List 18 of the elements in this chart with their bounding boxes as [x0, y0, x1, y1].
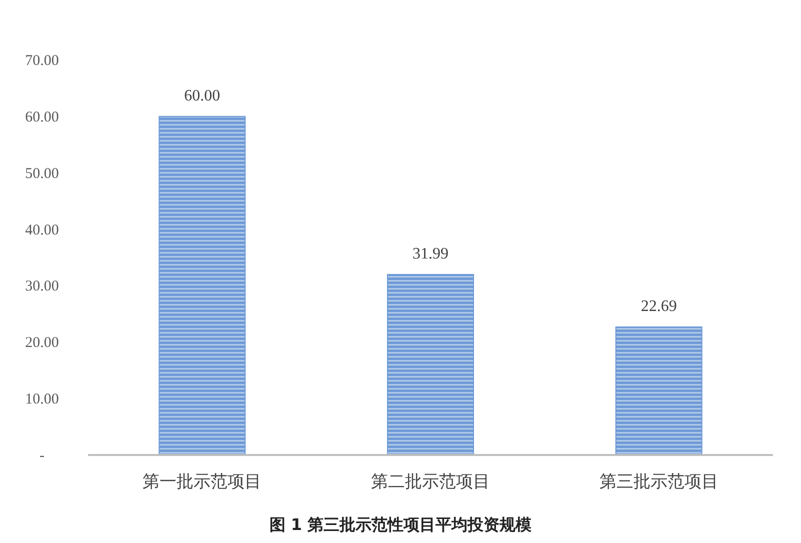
y-tick-label: 30.00	[25, 278, 59, 295]
y-tick-label: 40.00	[25, 222, 59, 238]
x-tick-label: 第三批示范项目	[599, 472, 718, 492]
x-tick-label: 第二批示范项目	[371, 472, 490, 492]
data-label: 60.00	[184, 87, 220, 104]
y-tick-label: 60.00	[25, 109, 59, 126]
bar	[615, 326, 702, 456]
text: 图 1 第三批示范性项目平均投资规模	[269, 515, 532, 534]
y-tick-label: 20.00	[25, 335, 59, 352]
x-tick-label: 第一批示范项目	[142, 472, 262, 492]
data-label: 22.69	[640, 298, 677, 315]
bar	[158, 116, 246, 456]
y-tick-label: -	[40, 448, 44, 464]
y-tick-label: 10.00	[25, 392, 59, 408]
bar	[387, 274, 474, 456]
data-label: 31.99	[412, 245, 448, 262]
y-tick-label: 70.00	[25, 53, 59, 69]
y-tick-label: 50.00	[25, 166, 59, 182]
